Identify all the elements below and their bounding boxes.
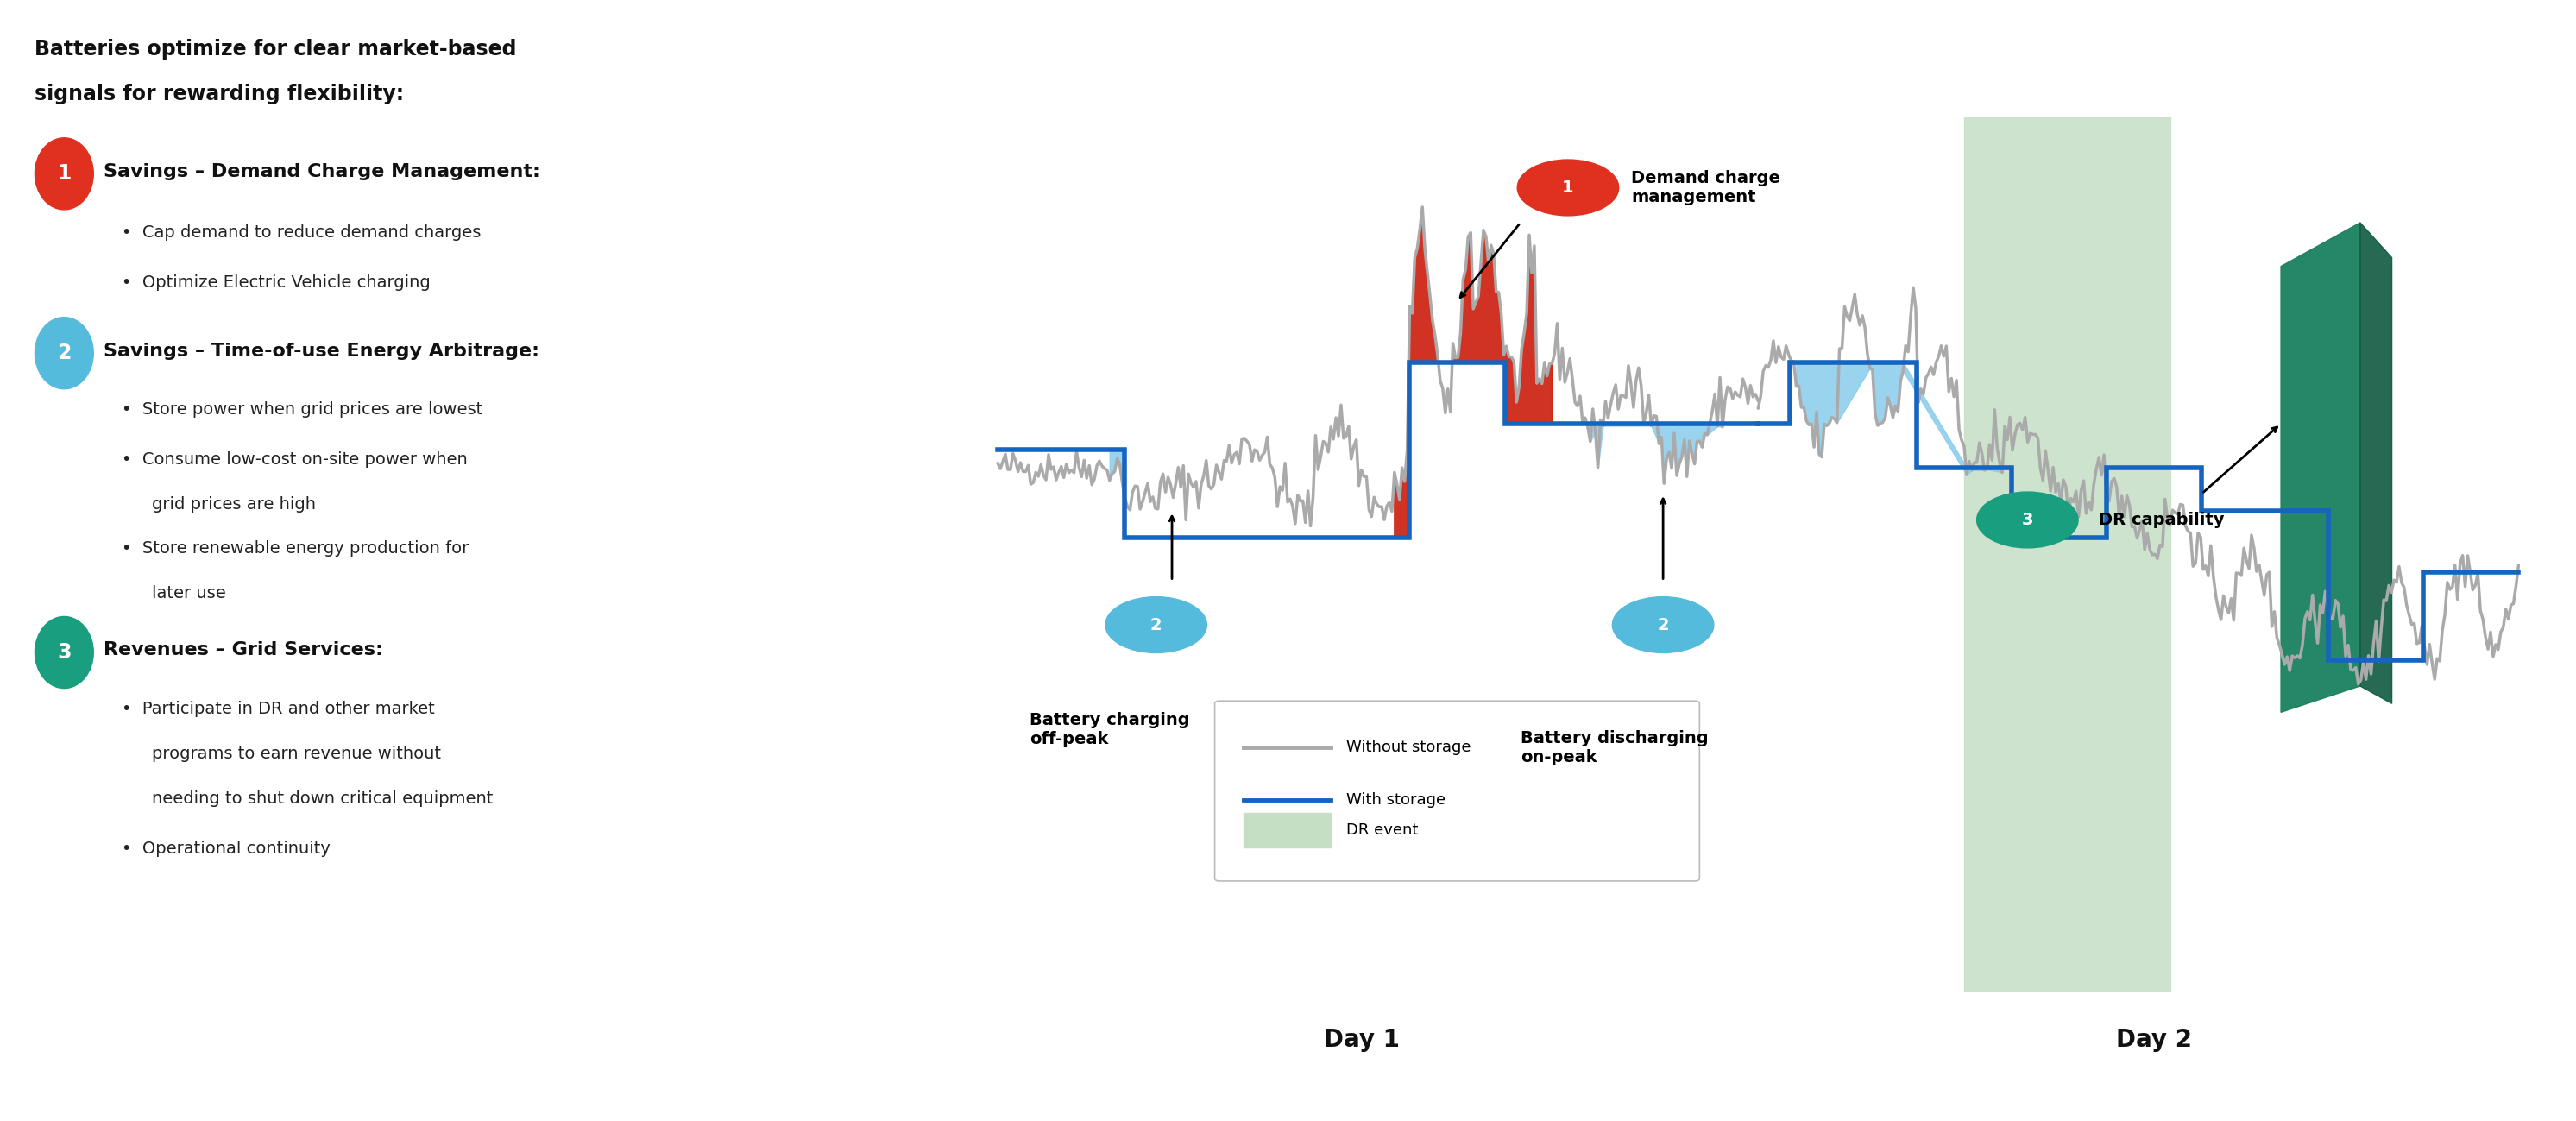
Circle shape — [1517, 159, 1618, 215]
Circle shape — [36, 138, 93, 210]
Circle shape — [36, 617, 93, 688]
Text: Savings – Demand Charge Management:: Savings – Demand Charge Management: — [103, 163, 541, 180]
Text: later use: later use — [152, 585, 227, 602]
Text: grid prices are high: grid prices are high — [152, 497, 317, 513]
Text: 3: 3 — [57, 642, 72, 663]
FancyBboxPatch shape — [1216, 701, 1700, 881]
Text: 2: 2 — [57, 343, 72, 363]
Circle shape — [1976, 492, 2079, 548]
Text: 1: 1 — [57, 164, 72, 184]
Text: Revenues – Grid Services:: Revenues – Grid Services: — [103, 641, 384, 659]
Circle shape — [1105, 596, 1206, 652]
Text: Example Facility Load Profile: Example Facility Load Profile — [1543, 59, 1973, 84]
Text: •  Operational continuity: • Operational continuity — [121, 841, 330, 858]
Circle shape — [36, 317, 93, 389]
Text: 2: 2 — [1151, 617, 1162, 633]
Text: DR event: DR event — [1347, 823, 1419, 839]
Text: 2: 2 — [1656, 617, 1669, 633]
Polygon shape — [2280, 223, 2360, 712]
Text: needing to shut down critical equipment: needing to shut down critical equipment — [152, 790, 492, 807]
Text: 1: 1 — [1561, 179, 1574, 196]
Text: •  Store power when grid prices are lowest: • Store power when grid prices are lowes… — [121, 401, 482, 418]
Text: Day 2: Day 2 — [2117, 1028, 2192, 1051]
Text: Day 1: Day 1 — [1324, 1028, 1399, 1051]
Text: Battery discharging
on-peak: Battery discharging on-peak — [1520, 730, 1708, 766]
Text: Batteries optimize for clear market-based: Batteries optimize for clear market-base… — [36, 39, 518, 59]
Text: •  Cap demand to reduce demand charges: • Cap demand to reduce demand charges — [121, 224, 482, 241]
Text: signals for rewarding flexibility:: signals for rewarding flexibility: — [36, 84, 404, 104]
Polygon shape — [2360, 223, 2393, 704]
Text: DR capability: DR capability — [2099, 511, 2223, 528]
Text: •  Store renewable energy production for: • Store renewable energy production for — [121, 540, 469, 557]
Text: •  Optimize Electric Vehicle charging: • Optimize Electric Vehicle charging — [121, 275, 430, 291]
Text: Savings – Time-of-use Energy Arbitrage:: Savings – Time-of-use Energy Arbitrage: — [103, 342, 538, 360]
Text: Without storage: Without storage — [1347, 740, 1471, 756]
Text: Battery charging
off-peak: Battery charging off-peak — [1030, 712, 1190, 748]
Text: •  Consume low-cost on-site power when: • Consume low-cost on-site power when — [121, 452, 469, 469]
Bar — [1244, 813, 1329, 847]
Bar — [1963, 118, 2169, 992]
Text: With storage: With storage — [1347, 791, 1445, 807]
Circle shape — [1613, 596, 1713, 652]
Text: Demand charge
management: Demand charge management — [1631, 170, 1780, 205]
Text: 3: 3 — [2022, 511, 2032, 528]
Text: •  Participate in DR and other market: • Participate in DR and other market — [121, 701, 435, 717]
Text: programs to earn revenue without: programs to earn revenue without — [152, 745, 440, 762]
